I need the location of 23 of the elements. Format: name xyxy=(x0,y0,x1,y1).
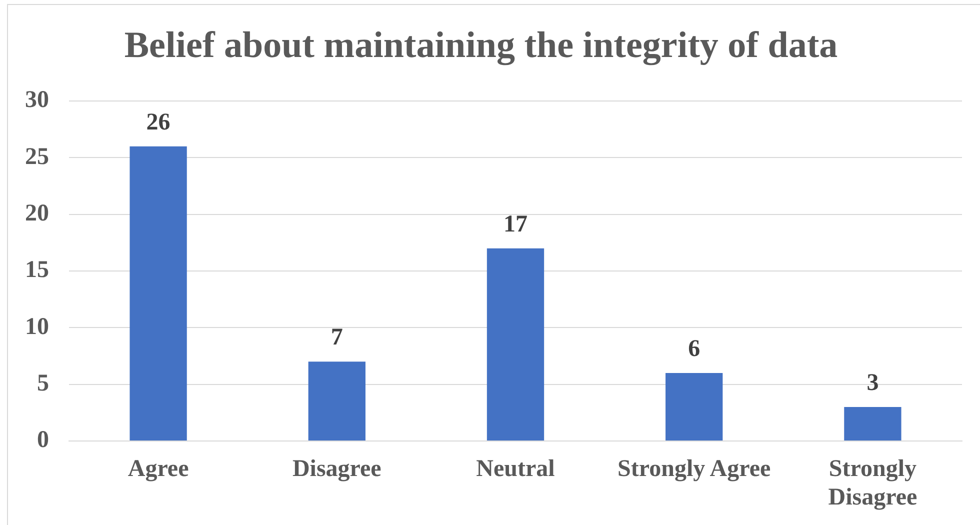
y-tick-label: 20 xyxy=(25,200,49,227)
data-label: 26 xyxy=(146,109,170,136)
data-label: 6 xyxy=(688,336,700,362)
chart-title: Belief about maintaining the integrity of data xyxy=(124,24,838,66)
y-tick-label: 15 xyxy=(25,257,49,284)
data-label: 7 xyxy=(330,324,343,351)
x-tick-label: Strongly Agree xyxy=(618,456,771,482)
bar xyxy=(486,248,544,440)
y-tick-label: 25 xyxy=(25,144,49,170)
x-tick-label: Neutral xyxy=(476,456,556,482)
y-tick-label: 30 xyxy=(25,87,49,114)
y-tick-label: 0 xyxy=(37,427,49,454)
data-label: 3 xyxy=(866,370,879,396)
bar xyxy=(844,407,902,440)
y-tick-label: 5 xyxy=(37,370,49,397)
data-label: 17 xyxy=(504,211,528,238)
x-tick-label: Strongly Disagree xyxy=(828,456,918,510)
bar xyxy=(130,146,187,440)
x-tick-label: Disagree xyxy=(292,456,382,482)
x-tick-label: Agree xyxy=(128,456,190,482)
y-tick-label: 10 xyxy=(25,314,49,340)
bar xyxy=(308,362,366,440)
bar xyxy=(666,373,723,440)
